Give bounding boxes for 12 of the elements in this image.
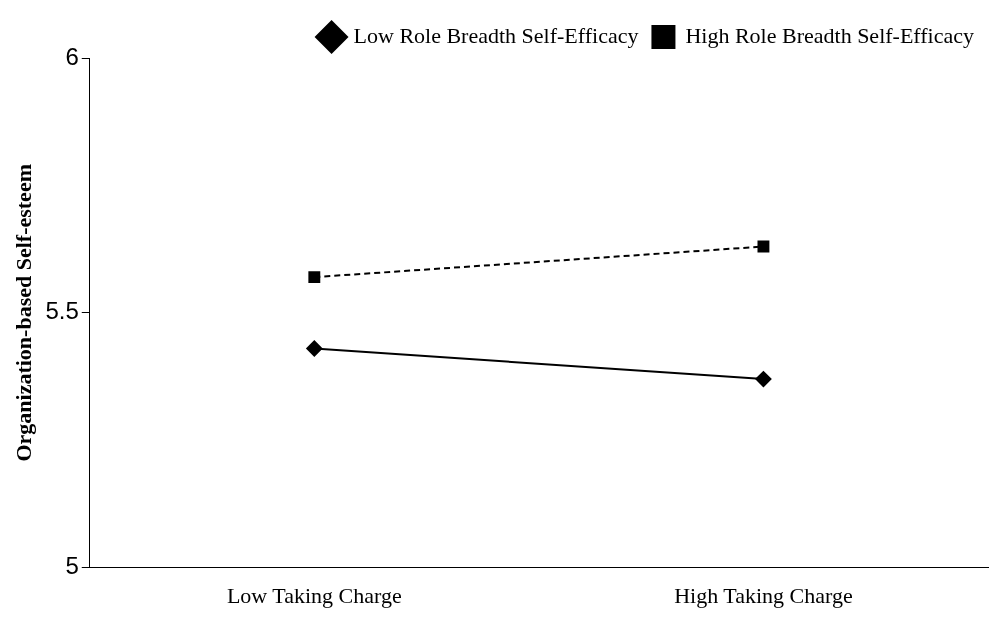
y-tick-label: 5 bbox=[65, 552, 79, 580]
y-tick-label: 6 bbox=[65, 42, 79, 70]
y-axis-title: Organization-based Self-esteem bbox=[10, 164, 36, 462]
legend-label: High Role Breadth Self-Efficacy bbox=[685, 22, 975, 48]
x-tick-label: High Taking Charge bbox=[674, 582, 853, 608]
point bbox=[757, 240, 770, 253]
x-tick-label: Low Taking Charge bbox=[226, 582, 402, 608]
y-tick-label: 5.5 bbox=[45, 297, 79, 325]
point bbox=[755, 371, 772, 388]
point bbox=[306, 340, 323, 357]
point bbox=[308, 271, 321, 284]
legend-label: Low Role Breadth Self-Efficacy bbox=[353, 22, 639, 48]
